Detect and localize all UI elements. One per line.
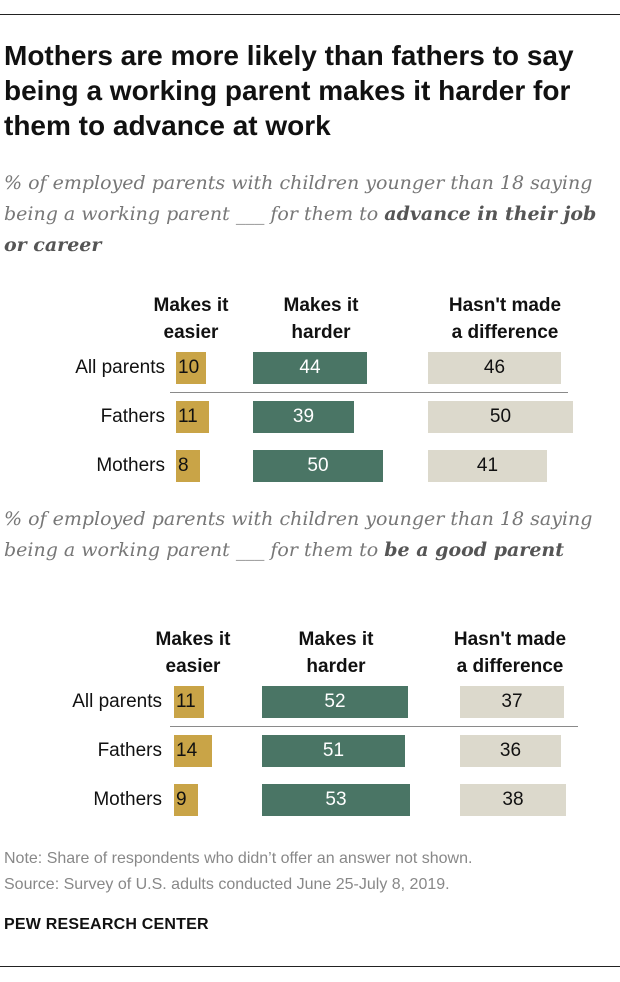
row-label-fathers: Fathers	[97, 740, 162, 761]
bar-nodiff-mothers	[460, 784, 566, 816]
row-label-all-parents: All parents	[72, 691, 162, 712]
value-harder-mothers: 53	[325, 789, 347, 810]
column-header-harder: Makes it harder	[298, 629, 374, 677]
source: Source: Survey of U.S. adults conducted …	[4, 876, 450, 893]
bar-harder-fathers	[262, 735, 405, 767]
bar-easier-mothers	[174, 784, 198, 816]
top-rule	[0, 14, 620, 15]
bar-harder-mothers	[262, 784, 410, 816]
subtitle-advance-text: % of employed parents with children youn…	[4, 172, 593, 225]
value-easier-all-parents: 10	[178, 357, 200, 378]
bottom-rule	[0, 966, 620, 967]
value-easier-fathers: 11	[178, 406, 198, 427]
bar-harder-fathers	[253, 401, 354, 433]
subtitle-good-parent: % of employed parents with children youn…	[4, 504, 604, 566]
column-header-easier: Makes it easier	[155, 629, 231, 677]
row-divider	[170, 392, 568, 393]
row-divider	[170, 726, 578, 727]
bar-nodiff-mothers	[428, 450, 547, 482]
value-harder-all-parents: 52	[324, 691, 346, 712]
chart-title: Mothers are more likely than fathers to …	[4, 40, 574, 141]
subtitle-good-parent-bold: be a good parent	[384, 539, 564, 561]
bar-easier-all-parents	[174, 686, 204, 718]
bar-nodiff-fathers	[428, 401, 573, 433]
value-nodiff-mothers: 38	[502, 789, 524, 810]
chart-good-parent: Makes it easier Makes it harder Hasn't mad…	[0, 624, 620, 816]
row-label-mothers: Mothers	[93, 789, 162, 810]
value-easier-all-parents: 11	[176, 691, 196, 712]
column-header-harder: Makes it harder	[283, 295, 359, 343]
subtitle-advance: % of employed parents with children youn…	[4, 168, 604, 261]
value-easier-mothers: 9	[176, 789, 187, 810]
row-label-all-parents: All parents	[75, 357, 165, 378]
note: Note: Share of respondents who didn’t of…	[4, 850, 473, 867]
value-nodiff-mothers: 41	[476, 455, 499, 476]
bar-harder-mothers	[253, 450, 383, 482]
bar-easier-all-parents	[176, 352, 206, 384]
subtitle-advance-bold: advance in their job or career	[4, 203, 597, 256]
value-harder-all-parents: 44	[299, 357, 321, 378]
value-harder-mothers: 50	[307, 455, 329, 476]
value-harder-fathers: 51	[322, 740, 345, 761]
value-harder-fathers: 39	[292, 406, 315, 427]
bar-nodiff-all-parents	[460, 686, 564, 718]
value-nodiff-fathers: 36	[499, 740, 522, 761]
row-label-mothers: Mothers	[96, 455, 165, 476]
brand-logo-text: PEW RESEARCH CENTER	[4, 916, 209, 933]
column-header-easier: Makes it easier	[153, 295, 229, 343]
value-nodiff-fathers: 50	[489, 406, 512, 427]
subtitle-good-parent-text: % of employed parents with children youn…	[4, 508, 593, 561]
bar-easier-fathers	[176, 401, 209, 433]
row-label-fathers: Fathers	[100, 406, 165, 427]
value-easier-fathers: 14	[176, 740, 198, 761]
value-nodiff-all-parents: 37	[501, 691, 523, 712]
column-header-nodiff: Hasn't made a difference	[448, 295, 562, 343]
column-header-nodiff: Hasn't made a difference	[453, 629, 567, 677]
bar-easier-fathers	[174, 735, 212, 767]
bar-easier-mothers	[176, 450, 200, 482]
bar-nodiff-all-parents	[428, 352, 561, 384]
value-easier-mothers: 8	[178, 455, 189, 476]
bar-nodiff-fathers	[460, 735, 561, 767]
bar-harder-all-parents	[262, 686, 408, 718]
value-nodiff-all-parents: 46	[483, 357, 506, 378]
chart-advance: Makes it easier Makes it harder Hasn't mad…	[0, 290, 620, 482]
bar-harder-all-parents	[253, 352, 367, 384]
